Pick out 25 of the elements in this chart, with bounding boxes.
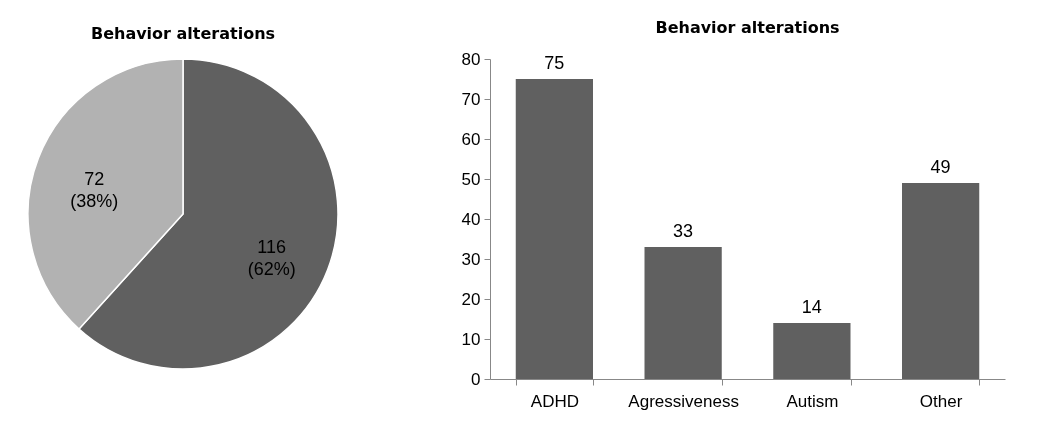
data-label: 14 (801, 297, 822, 317)
bar (773, 323, 851, 379)
x-tick-label: Other (919, 391, 963, 411)
data-label: 33 (673, 221, 694, 241)
bar (515, 79, 593, 379)
bar (902, 183, 980, 379)
y-tick-label: 70 (461, 89, 481, 109)
x-tick-label: Agressiveness (628, 391, 739, 411)
chart-title: Behavior alterations (90, 24, 276, 43)
y-tick-label: 10 (461, 329, 481, 349)
data-label: 116 (62%) (247, 237, 296, 280)
x-tick-label: ADHD (530, 391, 579, 411)
y-tick-label: 60 (461, 129, 481, 149)
data-label: 49 (930, 157, 951, 177)
y-tick-label: 40 (461, 209, 481, 229)
y-tick-label: 80 (461, 49, 481, 69)
y-tick-label: 30 (461, 249, 481, 269)
bar (644, 247, 722, 379)
y-tick-label: 0 (471, 369, 481, 389)
y-tick-label: 20 (461, 289, 481, 309)
data-label: 75 (544, 53, 565, 73)
data-label: 72 (38%) (70, 168, 119, 211)
x-tick-label: Autism (786, 391, 839, 411)
chart-title: Behavior alterations (655, 18, 840, 37)
y-tick-label: 50 (461, 169, 481, 189)
